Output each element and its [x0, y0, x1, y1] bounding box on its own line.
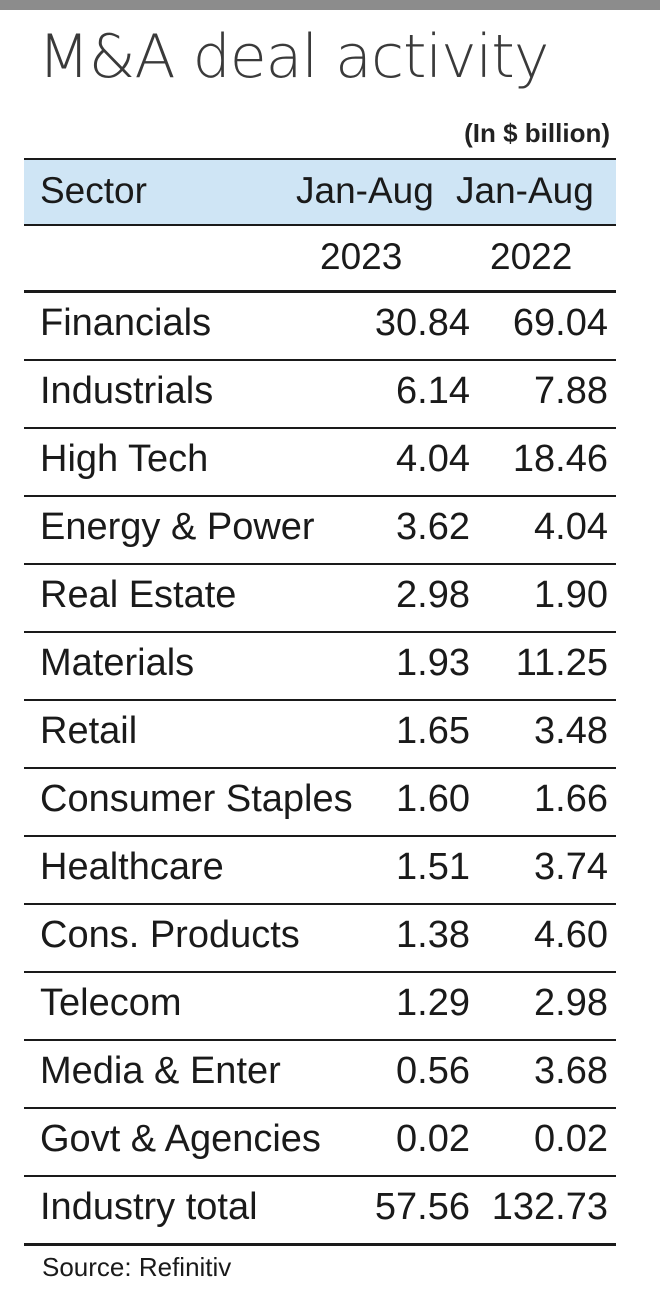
value-2023-cell: 1.93	[396, 642, 470, 684]
value-2023-cell: 1.65	[396, 710, 470, 752]
table-row: Media & Enter 0.56 3.68	[24, 1041, 616, 1109]
table-row: Cons. Products 1.38 4.60	[24, 905, 616, 973]
sector-cell: Telecom	[40, 982, 182, 1024]
value-2023-cell: 2.98	[396, 574, 470, 616]
sector-cell: Energy & Power	[40, 506, 315, 548]
value-2023-cell: 4.04	[396, 438, 470, 480]
source-note: Source: Refinitiv	[42, 1252, 232, 1282]
table-row: Industrials 6.14 7.88	[24, 361, 616, 429]
value-2023-cell: 1.38	[396, 914, 470, 956]
value-2022-cell: 1.90	[534, 574, 608, 616]
sector-cell: Industrials	[40, 370, 214, 412]
chart-title: M&A deal activity	[38, 22, 549, 92]
header-year-2022: 2022	[490, 236, 573, 277]
value-2022-cell: 18.46	[512, 438, 608, 480]
table-row: High Tech 4.04 18.46	[24, 429, 616, 497]
sector-cell: Retail	[40, 710, 138, 752]
total-row: Industry total 57.56 132.73	[24, 1177, 616, 1246]
sector-cell: High Tech	[40, 438, 209, 480]
table-header: Sector Jan-Aug Jan-Aug	[24, 158, 616, 224]
value-2022-cell: 69.04	[512, 302, 608, 344]
value-2022-cell: 4.60	[534, 914, 608, 956]
sector-cell: Media & Enter	[40, 1050, 281, 1092]
header-year-2023: 2023	[320, 236, 403, 277]
sector-cell: Consumer Staples	[40, 778, 353, 820]
sector-cell: Cons. Products	[40, 914, 300, 956]
value-2022-cell: 3.48	[534, 710, 608, 752]
value-2022-cell: 3.68	[534, 1050, 608, 1092]
header-col2: Jan-Aug	[456, 170, 594, 211]
header-sector: Sector	[40, 170, 147, 211]
value-2022-cell: 3.74	[534, 846, 608, 888]
unit-label: (In $ billion)	[464, 118, 610, 148]
value-2022-cell: 4.04	[534, 506, 608, 548]
sector-cell: Real Estate	[40, 574, 237, 616]
data-table: Sector Jan-Aug Jan-Aug 2023 2022 Financi…	[24, 158, 616, 1246]
table-body: Financials 30.84 69.04 Industrials 6.14 7.88 H…	[24, 290, 616, 1246]
table-row: Real Estate 2.98 1.90	[24, 565, 616, 633]
value-2023-cell: 3.62	[396, 506, 470, 548]
sector-cell: Materials	[40, 642, 195, 684]
value-2023-cell: 1.51	[396, 846, 470, 888]
table-row: Materials 1.93 11.25	[24, 633, 616, 701]
header-col1: Jan-Aug	[296, 170, 434, 211]
sector-cell: Financials	[40, 302, 212, 344]
value-2023-cell: 0.02	[396, 1118, 470, 1160]
value-2022-cell: 0.02	[534, 1118, 608, 1160]
table-row: Govt & Agencies 0.02 0.02	[24, 1109, 616, 1177]
table-row: Telecom 1.29 2.98	[24, 973, 616, 1041]
sector-cell: Healthcare	[40, 846, 224, 888]
table-row: Consumer Staples 1.60 1.66	[24, 769, 616, 837]
value-2022-cell: 7.88	[534, 370, 608, 412]
value-2022-cell: 2.98	[534, 982, 608, 1024]
table-row: Financials 30.84 69.04	[24, 293, 616, 361]
top-bar	[0, 0, 660, 10]
sector-cell: Industry total	[40, 1186, 258, 1228]
value-2023-cell: 6.14	[396, 370, 470, 412]
value-2023-cell: 0.56	[396, 1050, 470, 1092]
table-row: Healthcare 1.51 3.74	[24, 837, 616, 905]
table-row: Retail 1.65 3.48	[24, 701, 616, 769]
table-row: Energy & Power 3.62 4.04	[24, 497, 616, 565]
value-2023-cell: 30.84	[374, 302, 470, 344]
value-2023-cell: 1.60	[396, 778, 470, 820]
sector-cell: Govt & Agencies	[40, 1118, 321, 1160]
value-2022-cell: 132.73	[491, 1186, 608, 1228]
value-2023-cell: 57.56	[374, 1186, 470, 1228]
value-2023-cell: 1.29	[396, 982, 470, 1024]
table-subheader: 2023 2022	[24, 224, 616, 290]
value-2022-cell: 1.66	[534, 778, 608, 820]
value-2022-cell: 11.25	[515, 642, 608, 684]
